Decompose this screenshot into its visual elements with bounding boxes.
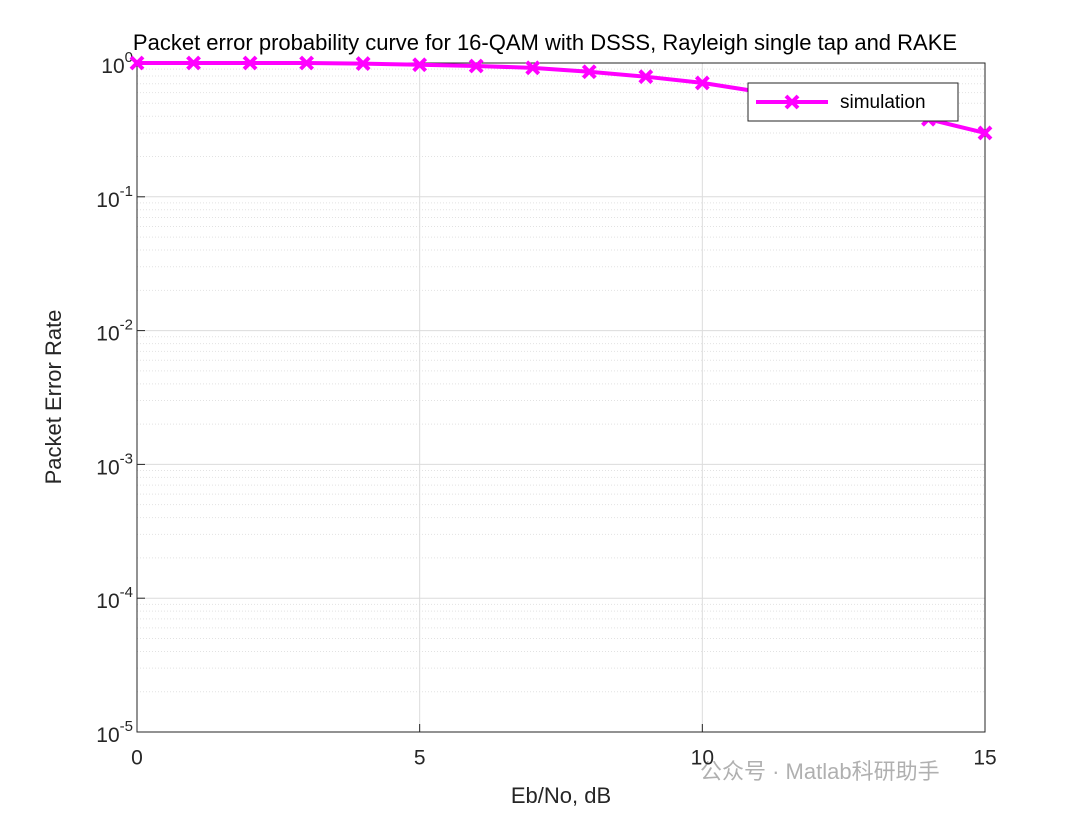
y-tick-label: 10-4: [96, 584, 133, 613]
y-axis-label: Packet Error Rate: [41, 310, 66, 485]
chart-title: Packet error probability curve for 16-QA…: [133, 30, 957, 55]
marker: [638, 69, 654, 85]
marker: [977, 125, 993, 141]
marker: [468, 58, 484, 74]
legend-box: [747, 82, 959, 122]
marker: [694, 75, 710, 91]
marker: [581, 64, 597, 80]
x-tick-label: 10: [691, 747, 714, 770]
marker: [129, 55, 145, 71]
marker: [242, 55, 258, 71]
x-tick-label: 0: [131, 747, 143, 770]
x-tick-label: 15: [973, 747, 996, 770]
y-tick-label: 10-1: [96, 183, 133, 212]
marker: [525, 60, 541, 76]
y-tick-label: 100: [101, 49, 133, 78]
legend-label: simulation: [840, 92, 926, 113]
y-tick-label: 10-3: [96, 450, 133, 479]
watermark: 公众号 · Matlab科研助手: [700, 759, 940, 784]
plot-frame: [136, 62, 986, 733]
x-axis-label: Eb/No, dB: [511, 783, 611, 808]
marker: [186, 55, 201, 71]
marker: [412, 57, 428, 73]
marker: [784, 94, 800, 110]
y-tick-label: 10-5: [96, 718, 133, 747]
marker: [355, 56, 371, 71]
x-tick-label: 5: [414, 747, 426, 770]
marker: [299, 55, 315, 71]
y-tick-label: 10-2: [96, 317, 133, 346]
